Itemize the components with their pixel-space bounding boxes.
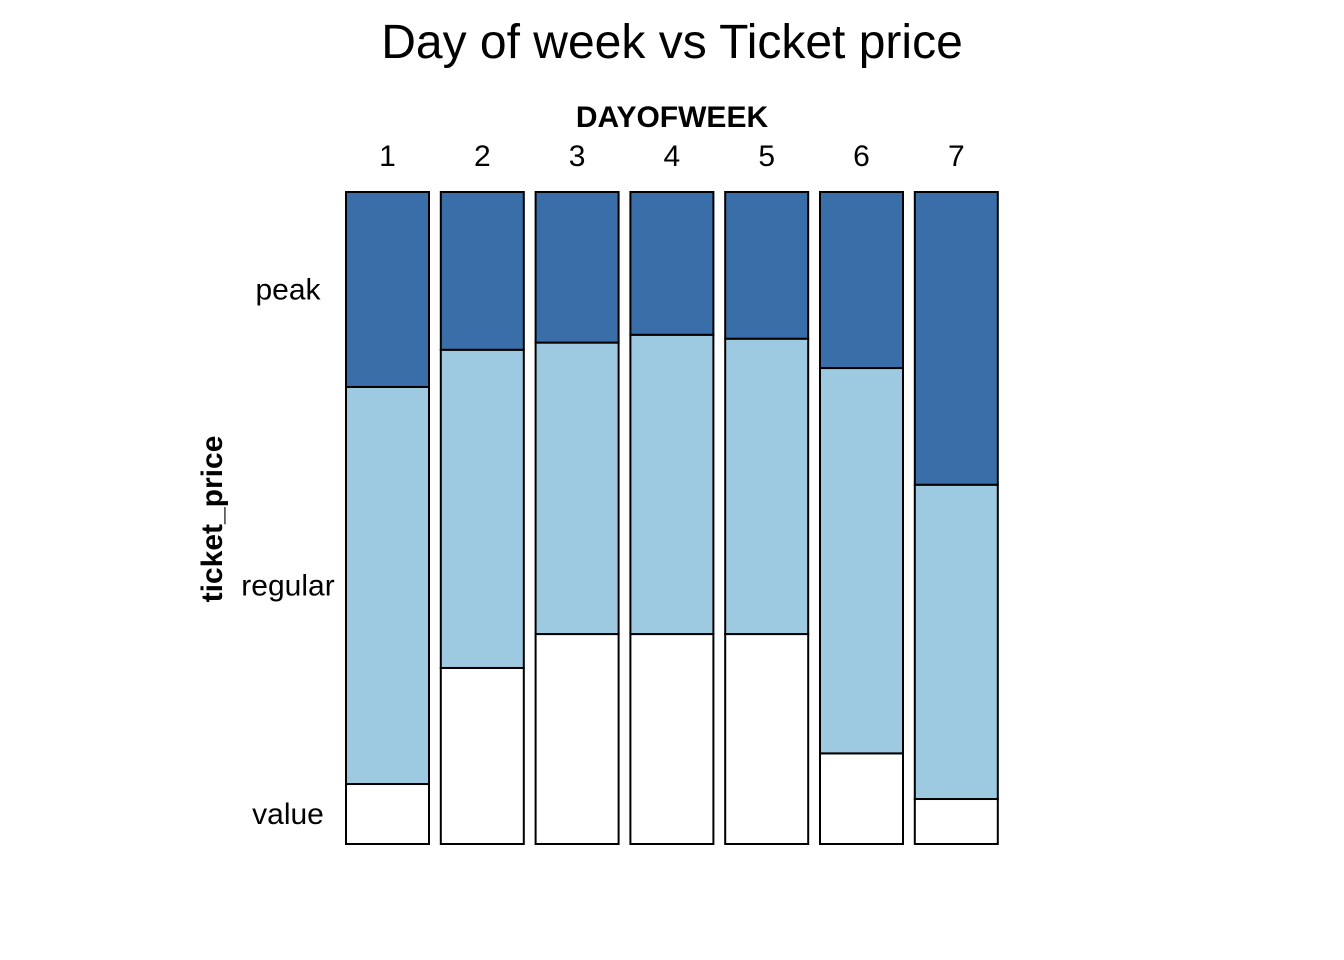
bar-segment-value-day-3 — [534, 633, 620, 846]
y-tick-label: regular — [241, 569, 334, 602]
bar-segment-regular-day-1 — [345, 385, 430, 786]
bar-segment-regular-day-3 — [534, 341, 620, 636]
bar-segment-regular-day-4 — [629, 333, 715, 636]
bar-segment-peak-day-6 — [819, 191, 904, 370]
bar-segments — [345, 191, 999, 846]
bar-segment-value-day-5 — [724, 633, 810, 846]
bar-segment-value-day-1 — [345, 783, 430, 845]
bar-segment-value-day-2 — [439, 666, 525, 846]
bar-segment-peak-day-4 — [629, 191, 715, 336]
x-tick-labels: 1 2 3 4 5 6 7 — [379, 140, 964, 173]
y-axis-title: ticket_price — [196, 436, 229, 603]
bar-segment-value-day-6 — [819, 752, 904, 846]
x-tick-label: 4 — [664, 140, 681, 173]
bar-segment-value-day-4 — [629, 633, 715, 846]
y-tick-label: peak — [255, 273, 321, 306]
x-tick-label: 1 — [379, 140, 396, 173]
bar-segment-peak-day-5 — [724, 191, 810, 340]
x-tick-label: 3 — [569, 140, 586, 173]
bar-segment-regular-day-2 — [439, 348, 525, 669]
bar-segment-regular-day-5 — [724, 337, 810, 636]
bar-segment-regular-day-6 — [819, 367, 904, 755]
bar-segment-peak-day-1 — [345, 191, 430, 388]
y-tick-labels: value regular peak — [241, 273, 334, 831]
x-tick-label: 7 — [948, 140, 965, 173]
bar-segment-peak-day-7 — [913, 191, 999, 486]
chart-title: Day of week vs Ticket price — [381, 16, 963, 69]
x-tick-label: 2 — [474, 140, 491, 173]
bar-segment-peak-day-2 — [439, 191, 525, 351]
bar-segment-regular-day-7 — [913, 483, 999, 801]
x-tick-label: 6 — [853, 140, 870, 173]
x-axis-title: DAYOFWEEK — [576, 101, 769, 134]
y-tick-label: value — [252, 798, 324, 831]
bar-segment-peak-day-3 — [534, 191, 620, 344]
x-tick-label: 5 — [758, 140, 775, 173]
bar-segment-value-day-7 — [913, 798, 999, 846]
